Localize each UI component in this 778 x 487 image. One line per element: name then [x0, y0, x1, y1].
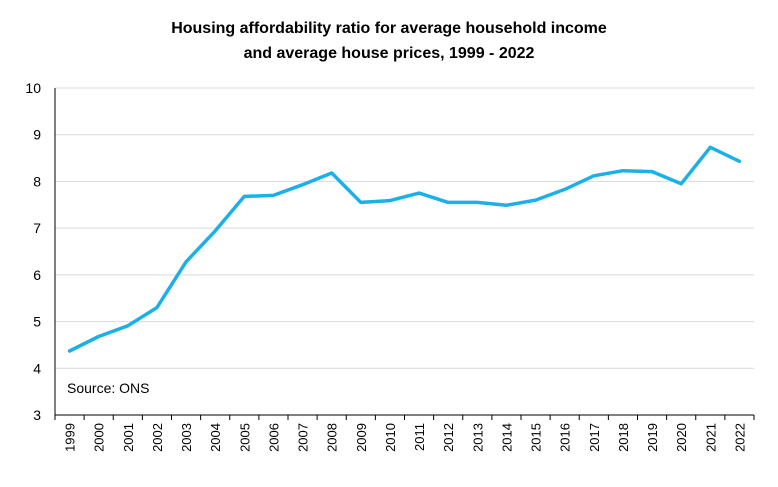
x-tick-label: 2009 [354, 423, 369, 452]
x-tick-label: 2002 [150, 423, 165, 452]
y-tick-label: 8 [33, 173, 41, 189]
data-point [563, 188, 566, 191]
x-tick-label: 2007 [296, 423, 311, 452]
data-point [330, 172, 333, 174]
x-tick-label: 2003 [179, 423, 194, 452]
data-point [272, 194, 275, 197]
data-point [127, 324, 129, 327]
x-tick-label: 2017 [587, 423, 602, 452]
data-point [389, 199, 391, 202]
data-point [214, 230, 216, 232]
x-tick-label: 2021 [703, 423, 718, 452]
data-point [593, 175, 595, 177]
x-tick-label: 2004 [208, 423, 223, 452]
y-tick-label: 6 [33, 267, 41, 283]
data-point [301, 183, 304, 186]
y-tick-label: 5 [33, 314, 41, 330]
x-tick-label: 2001 [121, 423, 136, 452]
axes [54, 88, 755, 420]
data-point [680, 182, 682, 185]
x-tick-label: 2014 [499, 423, 514, 452]
x-tick-label: 2011 [412, 423, 427, 451]
data-point [622, 169, 624, 172]
data-point [360, 201, 362, 204]
chart-title-line-1: Housing affordability ratio for average … [171, 20, 607, 37]
data-point [651, 170, 653, 173]
y-tick-label: 10 [25, 80, 41, 96]
data-point [738, 160, 741, 163]
y-tick-label: 3 [33, 407, 41, 423]
y-tick-label: 7 [33, 220, 41, 236]
data-point [185, 260, 187, 263]
gridlines [55, 87, 754, 369]
data-point [68, 350, 71, 352]
x-tick-label: 2008 [325, 423, 340, 452]
x-tick-label: 2019 [645, 423, 660, 452]
source-annotation: Source: ONS [67, 380, 149, 396]
x-tick-label: 2000 [92, 423, 107, 452]
y-tick-label: 9 [33, 127, 41, 143]
x-tick-label: 1999 [63, 423, 78, 452]
data-point [97, 335, 100, 338]
x-tick-label: 2018 [616, 423, 631, 452]
chart-title-line-2: and average house prices, 1999 - 2022 [243, 45, 535, 62]
y-tick-label: 4 [33, 360, 41, 376]
y-tick-labels: 3 4 5 6 7 8 9 10 [25, 80, 41, 423]
x-tick-labels: 1999 2000 2001 2002 2003 2004 2005 2006 2007 2008… [63, 423, 748, 452]
data-point [505, 204, 508, 207]
x-tick-label: 2020 [674, 423, 689, 452]
x-tick-label: 2012 [441, 423, 456, 452]
series-line [67, 145, 742, 353]
x-tick-label: 2013 [470, 423, 485, 452]
x-tick-label: 2005 [237, 423, 252, 452]
x-tick-label: 2006 [266, 423, 281, 452]
data-point [447, 201, 449, 204]
data-point [709, 146, 712, 149]
data-point [418, 192, 420, 194]
x-tick-label: 2015 [529, 423, 544, 452]
data-point [476, 201, 479, 204]
data-point [156, 306, 158, 309]
x-tick-label: 2010 [383, 423, 398, 452]
data-point [534, 199, 537, 201]
x-tick-label: 2022 [732, 423, 747, 452]
data-point [243, 195, 246, 198]
series-group [67, 145, 742, 353]
x-tick-label: 2016 [558, 423, 573, 452]
